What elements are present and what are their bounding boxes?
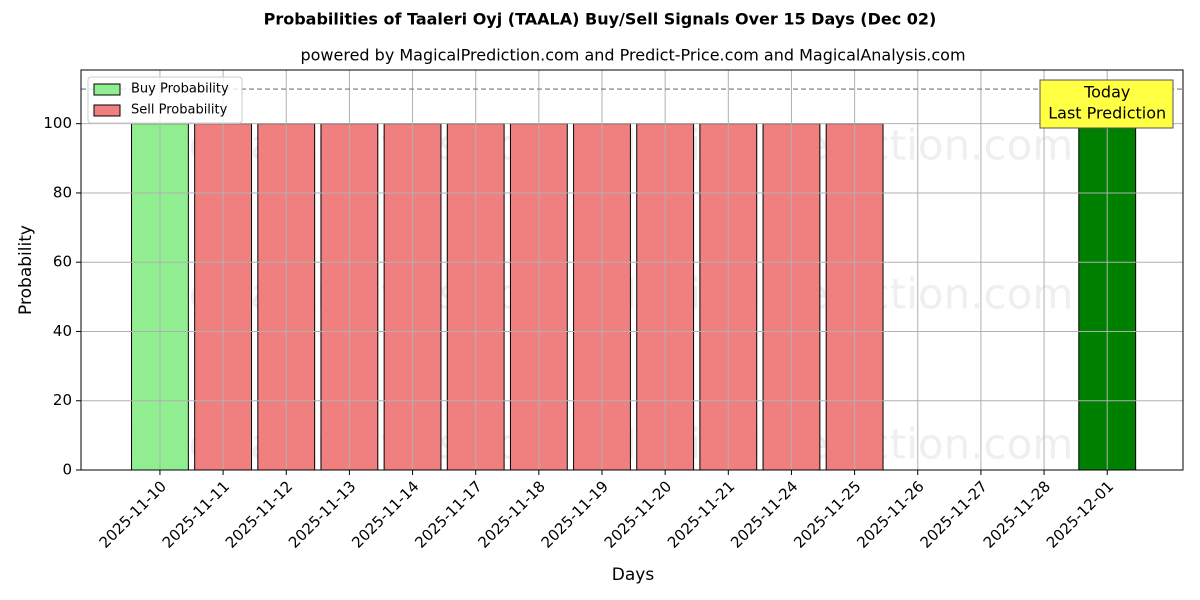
x-tick-label: 2025-11-19 [538,477,612,551]
y-axis-label: Probability [16,225,36,315]
legend-swatch [93,104,121,117]
x-tick-label: 2025-11-12 [222,477,296,551]
x-tick-label: 2025-11-27 [917,477,991,551]
legend-label: Buy Probability [131,82,229,97]
x-tick-label: 2025-11-17 [411,477,485,551]
y-tick-label: 20 [53,391,72,409]
legend-box [87,76,243,124]
x-tick-label: 2025-11-21 [664,477,738,551]
y-tick-label: 40 [53,322,72,340]
annotation-text: Last Prediction [1048,104,1166,123]
legend-label: Sell Probability [131,103,228,118]
x-tick-label: 2025-11-10 [96,477,170,551]
annotation-box [1039,79,1174,129]
x-axis-label: Days [612,565,655,585]
x-tick-label: 2025-12-01 [1043,477,1117,551]
x-tick-label: 2025-11-26 [853,477,927,551]
x-tick-label: 2025-11-14 [348,477,422,551]
x-tick-label: 2025-11-11 [159,477,233,551]
y-tick-label: 0 [62,461,72,479]
x-tick-label: 2025-11-20 [601,477,675,551]
chart-subtitle: powered by MagicalPrediction.com and Pre… [300,46,965,65]
legend-swatch [93,83,121,96]
y-tick-label: 100 [43,114,72,132]
x-tick-label: 2025-11-18 [474,477,548,551]
x-tick-label: 2025-11-25 [790,477,864,551]
y-tick-label: 80 [53,183,72,201]
plot-frame [80,69,1184,471]
x-tick-label: 2025-11-13 [285,477,359,551]
x-tick-label: 2025-11-28 [980,477,1054,551]
x-tick-label: 2025-11-24 [727,477,801,551]
chart-title: Probabilities of Taaleri Oyj (TAALA) Buy… [264,10,937,29]
annotation-text: Today [1083,83,1130,102]
y-tick-label: 60 [53,253,72,271]
